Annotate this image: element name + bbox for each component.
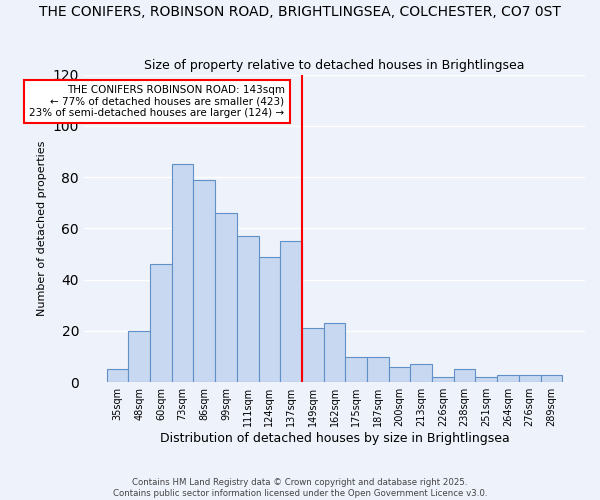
Bar	[497, 374, 519, 382]
Bar	[410, 364, 432, 382]
Bar	[346, 356, 367, 382]
Bar	[367, 356, 389, 382]
Bar	[454, 370, 475, 382]
Bar	[541, 374, 562, 382]
Title: Size of property relative to detached houses in Brightlingsea: Size of property relative to detached ho…	[144, 59, 525, 72]
Bar	[519, 374, 541, 382]
Bar	[172, 164, 193, 382]
Bar	[237, 236, 259, 382]
Text: THE CONIFERS ROBINSON ROAD: 143sqm
← 77% of detached houses are smaller (423)
23: THE CONIFERS ROBINSON ROAD: 143sqm ← 77%…	[29, 85, 284, 118]
Text: THE CONIFERS, ROBINSON ROAD, BRIGHTLINGSEA, COLCHESTER, CO7 0ST: THE CONIFERS, ROBINSON ROAD, BRIGHTLINGS…	[39, 5, 561, 19]
Bar	[475, 377, 497, 382]
Bar	[259, 256, 280, 382]
Y-axis label: Number of detached properties: Number of detached properties	[37, 140, 47, 316]
Bar	[302, 328, 323, 382]
Bar	[215, 213, 237, 382]
Bar	[107, 370, 128, 382]
Bar	[128, 331, 150, 382]
Bar	[193, 180, 215, 382]
Bar	[150, 264, 172, 382]
X-axis label: Distribution of detached houses by size in Brightlingsea: Distribution of detached houses by size …	[160, 432, 509, 445]
Bar	[280, 241, 302, 382]
Bar	[323, 323, 346, 382]
Bar	[432, 377, 454, 382]
Bar	[389, 367, 410, 382]
Text: Contains HM Land Registry data © Crown copyright and database right 2025.
Contai: Contains HM Land Registry data © Crown c…	[113, 478, 487, 498]
